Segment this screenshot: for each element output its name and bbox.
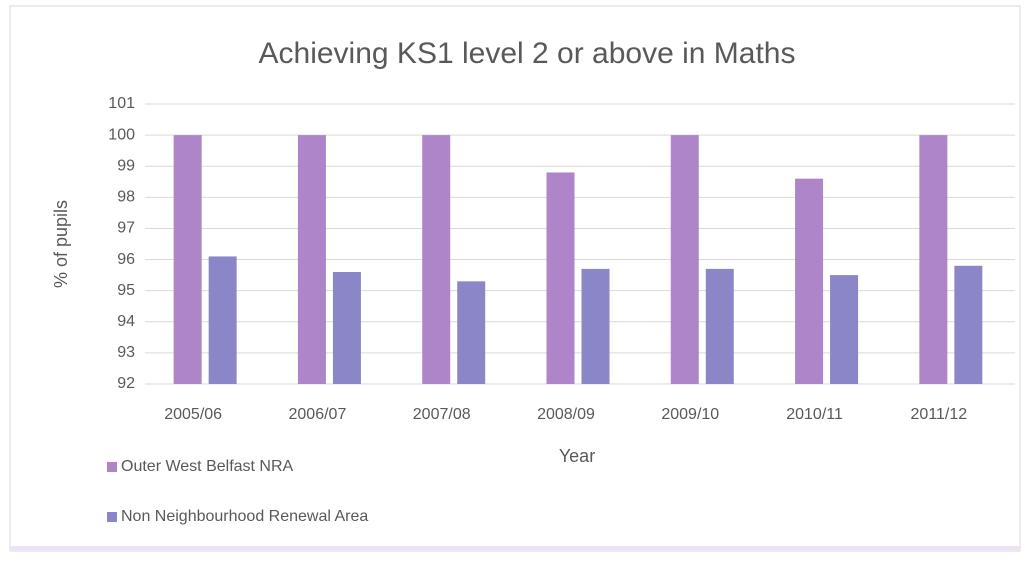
y-tick-label: 92 [117,375,135,392]
bar [422,135,451,384]
y-tick-label: 97 [117,220,135,237]
y-tick-label: 95 [117,282,135,299]
x-tick-label: 2009/10 [661,406,719,423]
bar [581,268,610,384]
chart-title: Achieving KS1 level 2 or above in Maths [259,37,796,70]
chart-shadow [10,546,1020,551]
x-tick-label: 2007/08 [413,406,471,423]
bar [297,135,326,384]
bar [457,281,486,384]
y-tick-label: 96 [117,251,135,268]
bar [954,265,983,384]
legend-swatch [107,512,117,522]
x-axis-title: Year [559,446,595,466]
y-tick-label: 94 [117,313,135,330]
y-tick-label: 100 [108,126,135,143]
x-tick-label: 2005/06 [164,406,222,423]
bar [208,256,237,384]
y-axis-title: % of pupils [51,200,71,288]
x-tick-label: 2010/11 [786,406,843,423]
bar [919,135,948,384]
bar [173,135,202,384]
bar [705,268,734,384]
x-tick-label: 2011/12 [911,406,968,423]
bar [546,172,575,384]
bar [332,272,361,384]
legend-label: Non Neighbourhood Renewal Area [121,508,368,525]
x-tick-label: 2006/07 [289,406,347,423]
legend-label: Outer West Belfast NRA [121,458,294,475]
y-tick-label: 98 [117,189,135,206]
bar [795,178,824,384]
x-tick-label: 2008/09 [537,406,595,423]
bar [830,275,859,384]
y-tick-label: 93 [117,344,135,361]
y-tick-label: 99 [117,157,135,174]
legend-swatch [107,462,117,472]
bar [670,135,699,384]
y-tick-label: 101 [108,95,135,112]
